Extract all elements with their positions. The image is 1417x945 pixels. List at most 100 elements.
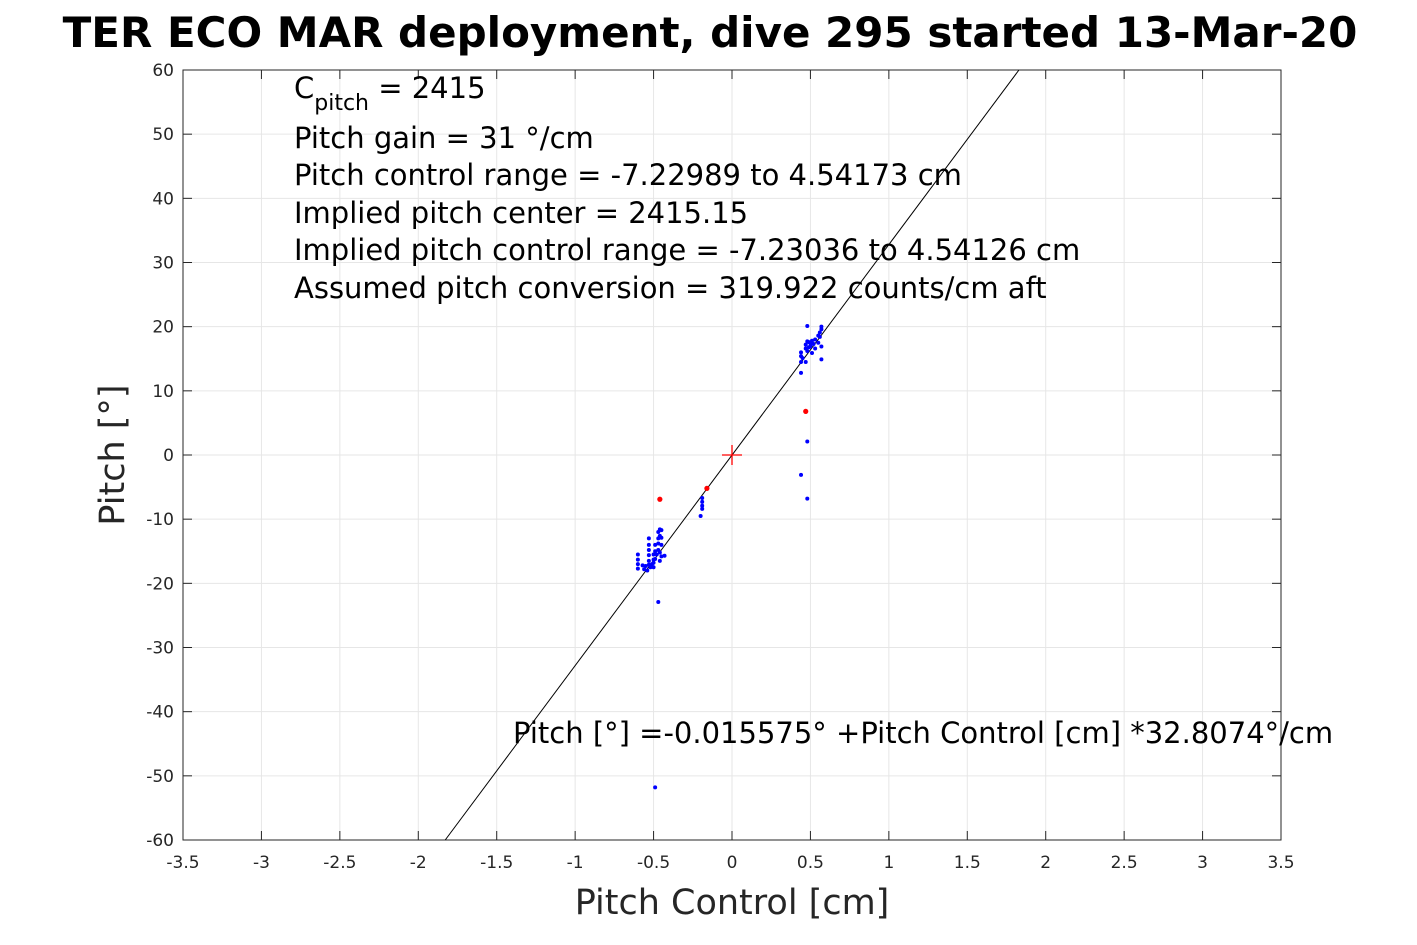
data-point-blue	[700, 495, 705, 500]
data-point-blue	[651, 552, 656, 557]
data-point-blue	[805, 439, 810, 444]
data-point-blue	[817, 330, 822, 335]
data-point-blue	[811, 341, 816, 346]
data-point-blue	[653, 542, 658, 547]
data-point-blue	[813, 346, 818, 351]
data-point-blue	[808, 344, 813, 349]
data-point-blue	[800, 356, 805, 361]
data-point-blue	[659, 528, 664, 533]
data-point-blue	[805, 349, 810, 354]
data-point-blue	[799, 472, 804, 477]
c-pitch-subscript: pitch	[314, 91, 369, 116]
data-point-blue	[651, 565, 656, 570]
data-point-blue	[646, 558, 651, 563]
data-point-blue	[817, 334, 822, 339]
x-tick-label: -2.5	[323, 853, 356, 873]
data-point-blue	[648, 565, 653, 570]
y-tick-label: 30	[152, 254, 174, 274]
y-tick-label: 0	[163, 446, 174, 466]
x-tick-label: 3	[1197, 853, 1208, 873]
x-tick-label: -3.5	[166, 853, 199, 873]
data-point-blue	[635, 552, 640, 557]
c-pitch-symbol: C	[294, 71, 314, 105]
data-point-blue	[656, 599, 661, 604]
data-point-blue	[700, 499, 705, 504]
data-point-blue	[799, 370, 804, 375]
data-point-blue	[700, 503, 705, 508]
data-point-blue	[659, 554, 664, 559]
data-point-blue	[646, 547, 651, 552]
data-point-blue	[646, 536, 651, 541]
x-tick-label: 2	[1040, 853, 1051, 873]
data-point-blue	[700, 506, 705, 511]
x-tick-label: -3	[253, 853, 270, 873]
data-point-blue	[659, 535, 664, 540]
implied-pitch-center-annotation: Implied pitch center = 2415.15	[294, 196, 748, 230]
x-tick-label: 3.5	[1267, 853, 1294, 873]
axis-ticks: -3.5 -3 -2.5 -2 -1.5 -1 -0.5 0 0.5 1 1.5 2 2.5 3 3.5 -6…	[146, 61, 1294, 873]
y-tick-label: 50	[152, 125, 174, 145]
data-point-blue	[635, 562, 640, 567]
y-tick-label: -60	[146, 831, 174, 851]
chart-title: TER ECO MAR deployment, dive 295 started…	[63, 8, 1358, 57]
implied-pitch-range-annotation: Implied pitch control range = -7.23036 t…	[294, 233, 1080, 267]
data-point-blue	[819, 344, 824, 349]
c-pitch-annotation: Cpitch = 2415	[294, 71, 486, 116]
x-tick-label: 1.5	[954, 853, 981, 873]
data-point-blue	[819, 357, 824, 362]
y-tick-label: -10	[146, 510, 174, 530]
x-axis-label: Pitch Control [cm]	[575, 883, 890, 923]
x-tick-label: 2.5	[1111, 853, 1138, 873]
data-point-blue	[642, 567, 647, 572]
data-point-blue	[816, 340, 821, 345]
pitch-control-range-annotation: Pitch control range = -7.22989 to 4.5417…	[294, 158, 962, 192]
y-tick-label: -40	[146, 703, 174, 723]
data-point-blue	[809, 350, 814, 355]
data-point-blue	[698, 513, 703, 518]
data-point-blue	[799, 359, 804, 364]
y-tick-label: 10	[152, 382, 174, 402]
grid-lines	[182, 69, 1282, 841]
x-tick-label: 1	[883, 853, 894, 873]
data-point-blue	[803, 359, 808, 364]
data-point-blue	[651, 560, 656, 565]
data-point-blue	[643, 564, 648, 569]
data-point-blue	[799, 350, 804, 355]
data-point-blue	[653, 556, 658, 561]
y-tick-label: -20	[146, 574, 174, 594]
x-tick-label: 0	[727, 853, 738, 873]
center-marker-layer	[722, 445, 742, 465]
data-point-blue	[635, 566, 640, 571]
y-axis-label: Pitch [°]	[93, 384, 133, 525]
data-point-blue	[813, 337, 818, 342]
pitch-gain-annotation: Pitch gain = 31 °/cm	[294, 121, 594, 155]
data-point-red	[704, 485, 710, 491]
data-point-blue	[635, 557, 640, 562]
x-tick-label: -1.5	[480, 853, 513, 873]
data-point-blue	[659, 542, 664, 547]
data-point-blue	[646, 553, 651, 558]
data-point-blue	[657, 558, 662, 563]
data-point-red	[657, 496, 663, 502]
data-point-blue	[662, 553, 667, 558]
data-point-blue	[653, 785, 658, 790]
data-point-red	[803, 408, 809, 414]
x-tick-label: -0.5	[637, 853, 670, 873]
data-point-blue	[809, 338, 814, 343]
data-point-blue	[657, 550, 662, 555]
data-point-blue	[805, 324, 810, 329]
fit-equation-annotation: Pitch [°] =-0.015575° +Pitch Control [cm…	[513, 716, 1333, 750]
data-point-blue	[819, 324, 824, 329]
y-tick-label: 20	[152, 318, 174, 338]
x-tick-label: -2	[410, 853, 427, 873]
data-point-blue	[656, 541, 661, 546]
data-point-blue	[654, 552, 659, 557]
y-tick-label: 40	[152, 189, 174, 209]
y-tick-label: -30	[146, 639, 174, 659]
data-point-blue	[805, 496, 810, 501]
x-tick-label: 0.5	[797, 853, 824, 873]
data-points	[635, 324, 824, 790]
x-tick-label: -1	[567, 853, 584, 873]
y-tick-label: 60	[152, 61, 174, 81]
